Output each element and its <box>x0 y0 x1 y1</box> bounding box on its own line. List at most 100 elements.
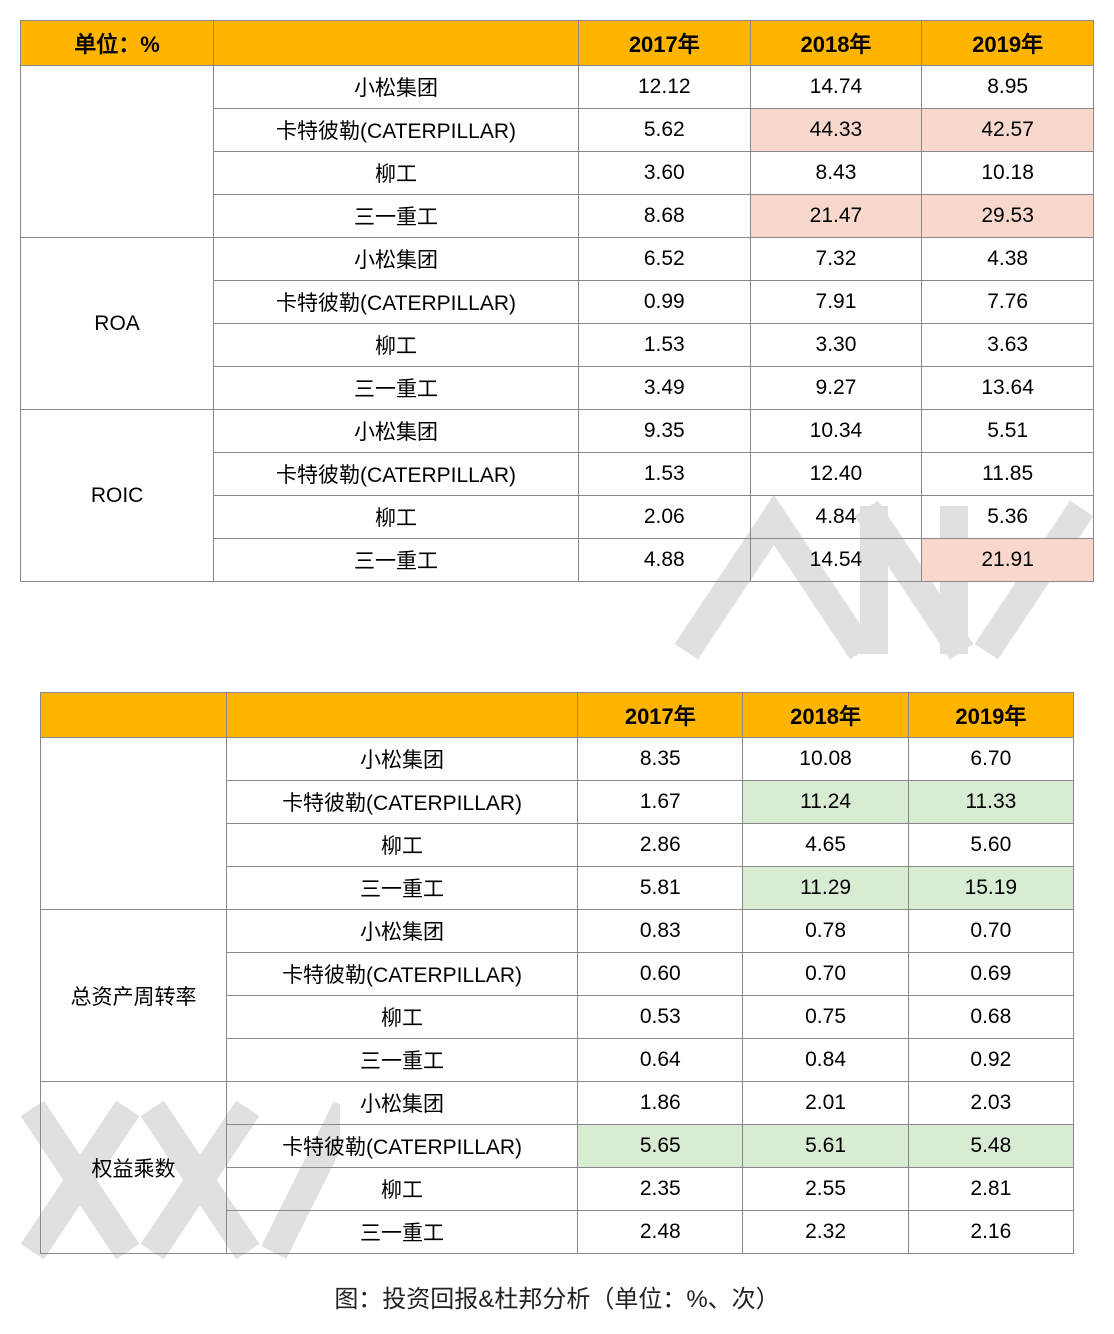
value-cell: 0.75 <box>743 996 908 1039</box>
value-cell: 10.34 <box>750 410 922 453</box>
header-2019: 2019年 <box>908 693 1073 738</box>
value-cell: 8.95 <box>922 66 1094 109</box>
header-blank <box>214 21 579 66</box>
value-cell: 8.68 <box>578 195 750 238</box>
table-row: ROIC小松集团9.3510.345.51 <box>21 410 1094 453</box>
company-cell: 卡特彼勒(CATERPILLAR) <box>226 781 577 824</box>
company-cell: 小松集团 <box>226 1082 577 1125</box>
value-cell: 0.83 <box>578 910 743 953</box>
table1-body: 小松集团12.1214.748.95卡特彼勒(CATERPILLAR)5.624… <box>21 66 1094 582</box>
value-cell: 12.12 <box>578 66 750 109</box>
company-cell: 卡特彼勒(CATERPILLAR) <box>226 1125 577 1168</box>
value-cell: 2.55 <box>743 1168 908 1211</box>
value-cell: 11.24 <box>743 781 908 824</box>
company-cell: 三一重工 <box>214 539 579 582</box>
company-cell: 柳工 <box>214 324 579 367</box>
dupont-table: 2017年 2018年 2019年 小松集团8.3510.086.70卡特彼勒(… <box>40 692 1074 1254</box>
value-cell: 7.91 <box>750 281 922 324</box>
company-cell: 卡特彼勒(CATERPILLAR) <box>226 953 577 996</box>
header-2017: 2017年 <box>578 21 750 66</box>
value-cell: 2.06 <box>578 496 750 539</box>
value-cell: 3.60 <box>578 152 750 195</box>
value-cell: 1.67 <box>578 781 743 824</box>
company-cell: 柳工 <box>226 1168 577 1211</box>
company-cell: 三一重工 <box>214 195 579 238</box>
company-cell: 三一重工 <box>226 867 577 910</box>
metric-cell: 总资产周转率 <box>41 910 227 1082</box>
company-cell: 卡特彼勒(CATERPILLAR) <box>214 453 579 496</box>
value-cell: 10.08 <box>743 738 908 781</box>
header-2019: 2019年 <box>922 21 1094 66</box>
header-blank <box>226 693 577 738</box>
company-cell: 柳工 <box>214 496 579 539</box>
value-cell: 7.32 <box>750 238 922 281</box>
value-cell: 21.47 <box>750 195 922 238</box>
value-cell: 11.33 <box>908 781 1073 824</box>
company-cell: 三一重工 <box>226 1211 577 1254</box>
company-cell: 小松集团 <box>214 238 579 281</box>
value-cell: 44.33 <box>750 109 922 152</box>
table-row: 总资产周转率小松集团0.830.780.70 <box>41 910 1074 953</box>
value-cell: 8.43 <box>750 152 922 195</box>
returns-table: 单位：% 2017年 2018年 2019年 小松集团12.1214.748.9… <box>20 20 1094 582</box>
metric-cell: ROA <box>21 238 214 410</box>
value-cell: 0.70 <box>908 910 1073 953</box>
header-blank <box>41 693 227 738</box>
value-cell: 0.99 <box>578 281 750 324</box>
value-cell: 13.64 <box>922 367 1094 410</box>
company-cell: 小松集团 <box>226 910 577 953</box>
value-cell: 6.70 <box>908 738 1073 781</box>
value-cell: 14.54 <box>750 539 922 582</box>
table-header-row: 2017年 2018年 2019年 <box>41 693 1074 738</box>
value-cell: 5.60 <box>908 824 1073 867</box>
metric-cell <box>21 66 214 238</box>
value-cell: 29.53 <box>922 195 1094 238</box>
figure-caption: 图：投资回报&杜邦分析（单位：%、次） <box>20 1279 1094 1314</box>
metric-cell: 权益乘数 <box>41 1082 227 1254</box>
value-cell: 15.19 <box>908 867 1073 910</box>
value-cell: 14.74 <box>750 66 922 109</box>
metric-cell <box>41 738 227 910</box>
value-cell: 4.84 <box>750 496 922 539</box>
value-cell: 2.01 <box>743 1082 908 1125</box>
header-unit: 单位：% <box>21 21 214 66</box>
metric-cell: ROIC <box>21 410 214 582</box>
value-cell: 0.60 <box>578 953 743 996</box>
company-cell: 柳工 <box>226 824 577 867</box>
table-row: ROA小松集团6.527.324.38 <box>21 238 1094 281</box>
value-cell: 8.35 <box>578 738 743 781</box>
value-cell: 3.49 <box>578 367 750 410</box>
header-2018: 2018年 <box>750 21 922 66</box>
value-cell: 5.65 <box>578 1125 743 1168</box>
value-cell: 42.57 <box>922 109 1094 152</box>
value-cell: 2.35 <box>578 1168 743 1211</box>
table-header-row: 单位：% 2017年 2018年 2019年 <box>21 21 1094 66</box>
value-cell: 0.78 <box>743 910 908 953</box>
company-cell: 柳工 <box>226 996 577 1039</box>
header-2018: 2018年 <box>743 693 908 738</box>
company-cell: 小松集团 <box>214 410 579 453</box>
value-cell: 5.36 <box>922 496 1094 539</box>
company-cell: 小松集团 <box>214 66 579 109</box>
value-cell: 4.88 <box>578 539 750 582</box>
company-cell: 三一重工 <box>226 1039 577 1082</box>
value-cell: 4.38 <box>922 238 1094 281</box>
table-row: 小松集团8.3510.086.70 <box>41 738 1074 781</box>
value-cell: 2.03 <box>908 1082 1073 1125</box>
value-cell: 2.48 <box>578 1211 743 1254</box>
value-cell: 0.64 <box>578 1039 743 1082</box>
company-cell: 卡特彼勒(CATERPILLAR) <box>214 109 579 152</box>
table2-body: 小松集团8.3510.086.70卡特彼勒(CATERPILLAR)1.6711… <box>41 738 1074 1254</box>
value-cell: 3.63 <box>922 324 1094 367</box>
value-cell: 9.27 <box>750 367 922 410</box>
value-cell: 4.65 <box>743 824 908 867</box>
value-cell: 21.91 <box>922 539 1094 582</box>
value-cell: 2.81 <box>908 1168 1073 1211</box>
value-cell: 11.85 <box>922 453 1094 496</box>
value-cell: 10.18 <box>922 152 1094 195</box>
value-cell: 5.51 <box>922 410 1094 453</box>
value-cell: 5.62 <box>578 109 750 152</box>
header-2017: 2017年 <box>578 693 743 738</box>
value-cell: 5.48 <box>908 1125 1073 1168</box>
value-cell: 0.92 <box>908 1039 1073 1082</box>
